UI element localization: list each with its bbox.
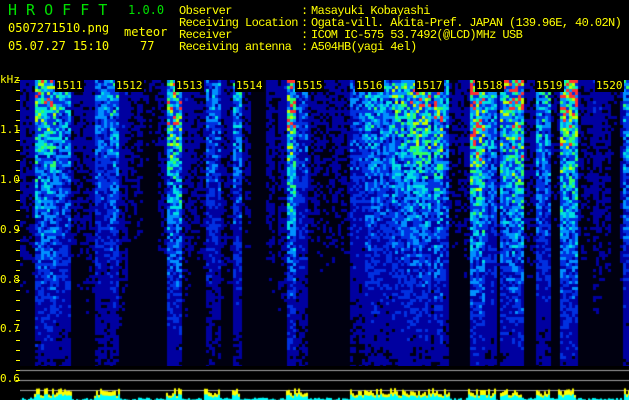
info-label-observer: Observer bbox=[179, 4, 232, 18]
datetime: 05.07.27 15:10 bbox=[8, 39, 110, 53]
y-tick-mark bbox=[16, 120, 20, 121]
y-tick-mark bbox=[16, 220, 20, 221]
y-tick-mark bbox=[16, 330, 20, 331]
info-colon: : bbox=[301, 16, 308, 30]
y-tick-mark bbox=[16, 350, 20, 351]
y-tick-label: 0.8 bbox=[0, 273, 20, 286]
y-tick-mark bbox=[16, 280, 20, 281]
info-colon: : bbox=[301, 28, 308, 42]
meteor-count: 77 bbox=[140, 39, 155, 53]
y-tick-mark bbox=[16, 110, 20, 111]
info-value-receiver: ICOM IC-575 53.7492(@LCD)MHz USB bbox=[311, 28, 523, 42]
y-tick-mark bbox=[16, 310, 20, 311]
y-tick-mark bbox=[16, 320, 20, 321]
y-tick-label: 1.0 bbox=[0, 173, 20, 186]
y-tick-mark bbox=[16, 260, 20, 261]
info-value-observer: Masayuki Kobayashi bbox=[311, 4, 430, 18]
info-value-location: Ogata-vill. Akita-Pref. JAPAN (139.96E, … bbox=[311, 16, 622, 30]
time-label: 1511 bbox=[55, 79, 84, 92]
meteor-echo-bar-graph bbox=[20, 366, 629, 400]
y-tick-mark bbox=[16, 270, 20, 271]
info-label-antenna: Receiving antenna bbox=[179, 40, 292, 54]
y-tick-mark bbox=[16, 240, 20, 241]
y-tick-mark bbox=[16, 360, 20, 361]
y-tick-mark bbox=[16, 180, 20, 181]
version: 1.0.0 bbox=[128, 3, 165, 17]
spectrogram bbox=[20, 80, 629, 370]
y-tick-mark bbox=[16, 200, 20, 201]
time-label: 1516 bbox=[355, 79, 384, 92]
y-tick-mark bbox=[16, 340, 20, 341]
time-label: 1512 bbox=[115, 79, 144, 92]
y-tick-mark bbox=[16, 90, 20, 91]
y-tick-mark bbox=[16, 140, 20, 141]
y-tick-mark bbox=[16, 130, 20, 131]
y-tick-mark bbox=[16, 370, 20, 371]
y-tick-label: 0.6 bbox=[0, 372, 20, 385]
y-tick-mark bbox=[16, 100, 20, 101]
y-tick-mark bbox=[16, 80, 20, 81]
y-tick-mark bbox=[16, 160, 20, 161]
y-tick-mark bbox=[16, 150, 20, 151]
filename: 0507271510.png bbox=[8, 21, 110, 35]
y-tick-mark bbox=[16, 290, 20, 291]
y-tick-label: 0.7 bbox=[0, 322, 20, 335]
y-tick-mark bbox=[16, 300, 20, 301]
y-tick-mark bbox=[16, 230, 20, 231]
y-tick-mark bbox=[16, 170, 20, 171]
y-tick-mark bbox=[16, 250, 20, 251]
y-tick-mark bbox=[16, 380, 20, 381]
info-colon: : bbox=[301, 4, 308, 18]
y-tick-label: 1.1 bbox=[0, 123, 20, 136]
info-value-antenna: A504HB(yagi 4el) bbox=[311, 40, 417, 54]
time-label: 1514 bbox=[235, 79, 264, 92]
time-label: 1517 bbox=[415, 79, 444, 92]
time-label: 1515 bbox=[295, 79, 324, 92]
time-label: 1519 bbox=[535, 79, 564, 92]
y-tick-mark bbox=[16, 210, 20, 211]
info-label-receiver: Receiver bbox=[179, 28, 232, 42]
info-colon: : bbox=[301, 40, 308, 54]
time-label: 1513 bbox=[175, 79, 204, 92]
y-tick-label: 0.9 bbox=[0, 223, 20, 236]
y-unit: kHz bbox=[0, 73, 20, 86]
app-title: H R O F F T bbox=[8, 1, 108, 19]
meteor-label: meteor bbox=[124, 25, 168, 39]
y-tick-mark bbox=[16, 190, 20, 191]
time-label: 1520 bbox=[595, 79, 624, 92]
time-label: 1518 bbox=[475, 79, 504, 92]
info-label-location: Receiving Location bbox=[179, 16, 298, 30]
